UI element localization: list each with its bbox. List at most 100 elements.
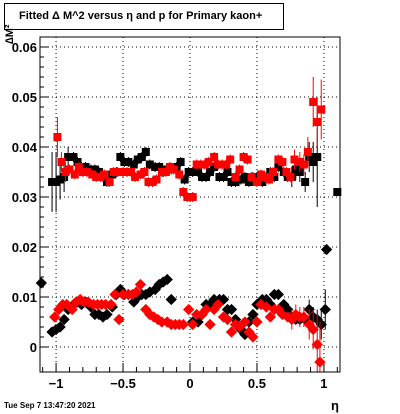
data-point xyxy=(270,173,279,181)
data-point xyxy=(130,286,143,298)
data-point xyxy=(70,170,79,179)
data-point xyxy=(133,155,142,164)
data-point xyxy=(161,168,170,176)
data-point xyxy=(200,303,212,316)
data-point xyxy=(74,163,83,171)
data-point xyxy=(264,311,277,323)
data-point xyxy=(231,173,240,181)
y-axis: 0 0.01 0.02 0.03 0.04 0.05 0.06 xyxy=(12,40,48,355)
data-point xyxy=(286,173,295,181)
data-point xyxy=(113,168,122,176)
data-point xyxy=(227,178,236,186)
data-point xyxy=(157,168,166,176)
data-point xyxy=(56,175,65,184)
data-point xyxy=(210,153,219,161)
data-point xyxy=(161,273,173,286)
data-point xyxy=(81,163,90,171)
x-axis-label: η xyxy=(331,398,339,413)
data-point xyxy=(109,168,118,176)
data-point xyxy=(120,158,129,166)
data-point xyxy=(136,170,145,179)
data-point xyxy=(206,168,215,176)
data-point xyxy=(295,158,304,166)
data-point xyxy=(282,168,291,176)
data-point xyxy=(127,168,136,176)
data-point xyxy=(247,173,256,181)
data-point xyxy=(183,303,195,316)
data-point xyxy=(119,168,128,176)
data-point xyxy=(215,173,224,181)
data-point xyxy=(192,160,201,169)
data-point xyxy=(235,165,244,174)
data-point xyxy=(105,178,114,186)
data-point xyxy=(188,168,197,176)
y-tick-label: 0.02 xyxy=(12,240,37,255)
data-point xyxy=(320,243,333,256)
data-point xyxy=(183,193,192,201)
data-point xyxy=(180,175,189,184)
data-point xyxy=(298,311,310,323)
data-point xyxy=(49,311,61,323)
data-point xyxy=(252,178,261,186)
x-tick-label: 1 xyxy=(320,376,327,391)
data-point xyxy=(319,303,331,316)
x-tick-label: −1 xyxy=(49,376,64,391)
data-point xyxy=(60,173,69,181)
data-point xyxy=(307,323,319,336)
data-point xyxy=(65,165,74,174)
data-point xyxy=(200,160,209,169)
data-point xyxy=(314,356,326,368)
data-point xyxy=(222,160,231,169)
data-point xyxy=(53,133,62,141)
data-point xyxy=(212,298,224,311)
data-point xyxy=(258,178,267,186)
x-tick-label: 0.5 xyxy=(248,376,266,391)
data-point xyxy=(225,303,238,316)
data-point xyxy=(116,153,125,161)
data-point xyxy=(291,165,300,174)
data-point xyxy=(309,98,318,106)
data-point xyxy=(301,178,310,186)
data-point xyxy=(134,278,147,291)
data-point xyxy=(194,168,203,176)
data-point xyxy=(204,318,216,331)
data-point xyxy=(236,175,245,184)
data-point xyxy=(243,155,252,164)
data-point xyxy=(218,160,227,169)
data-point xyxy=(226,155,235,164)
data-point xyxy=(61,168,70,176)
data-point xyxy=(265,175,274,184)
y-tick-label: 0.06 xyxy=(12,40,37,55)
data-point xyxy=(169,165,178,174)
data-point xyxy=(152,175,161,184)
data-point xyxy=(124,158,133,166)
data-point xyxy=(88,170,97,179)
data-point xyxy=(309,158,318,166)
data-point xyxy=(123,168,132,176)
data-point xyxy=(113,313,125,326)
data-point xyxy=(303,148,312,156)
data-point xyxy=(184,168,193,176)
data-point xyxy=(165,163,174,171)
data-point xyxy=(69,153,78,161)
data-point xyxy=(175,170,184,179)
data-point xyxy=(202,173,211,181)
y-axis-label: ∆M² xyxy=(4,24,16,44)
data-point xyxy=(155,163,164,171)
data-point xyxy=(290,155,299,164)
data-point xyxy=(179,188,188,196)
data-point xyxy=(73,158,82,166)
y-tick-label: 0.01 xyxy=(12,290,37,305)
data-point xyxy=(278,158,287,166)
y-tick-label: 0.04 xyxy=(12,140,38,155)
x-axis: −1 −0.5 0 0.5 1 xyxy=(42,363,338,391)
data-point xyxy=(244,178,253,186)
data-point xyxy=(92,173,101,181)
data-point xyxy=(240,173,249,181)
data-point xyxy=(64,153,73,161)
data-point xyxy=(82,168,91,176)
data-point xyxy=(52,178,61,186)
data-point xyxy=(90,165,99,174)
data-point xyxy=(256,170,265,179)
data-point xyxy=(131,173,140,181)
